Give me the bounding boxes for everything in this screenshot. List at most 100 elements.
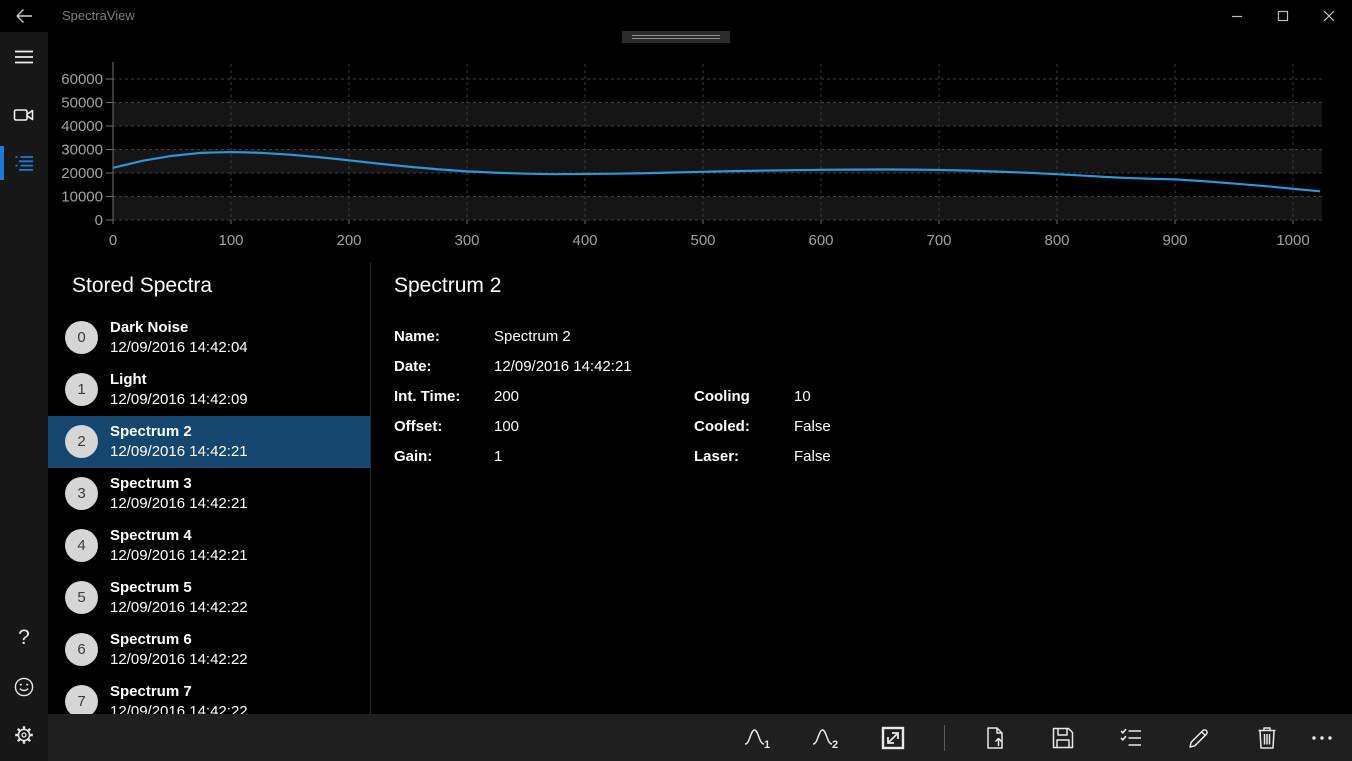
spectra-list-icon [12,151,36,175]
sidebar-item-capture[interactable] [0,91,48,139]
settings-button[interactable] [0,711,48,759]
field-label: Gain: [394,448,433,465]
settings-gear-icon [12,723,36,747]
spectrum-list-item-1[interactable]: 1 Light 12/09/2016 14:42:09 [48,364,370,416]
back-button[interactable] [0,0,48,32]
field-value: 200 [494,388,520,405]
spectrum-list-item-4[interactable]: 4 Spectrum 4 12/09/2016 14:42:21 [48,520,370,572]
detail-row: Date: 12/09/2016 14:42:21 [394,352,1334,382]
item-index-badge: 0 [65,321,98,354]
item-name: Spectrum 5 [110,579,192,596]
svg-text:2: 2 [832,739,838,751]
item-index-badge: 5 [65,581,98,614]
svg-text:30000: 30000 [61,142,103,159]
svg-text:20000: 20000 [61,165,103,182]
help-button[interactable]: ? [0,614,48,662]
minimize-button[interactable] [1214,0,1260,32]
item-name: Spectrum 4 [110,527,192,544]
item-date: 12/09/2016 14:42:22 [110,599,248,616]
spectrum-list-item-5[interactable]: 5 Spectrum 5 12/09/2016 14:42:22 [48,572,370,624]
svg-text:50000: 50000 [61,95,103,112]
select-list-button[interactable] [1107,714,1155,761]
item-name: Dark Noise [110,319,189,336]
save-button[interactable] [1039,714,1087,761]
field-value: 100 [494,418,520,435]
spectrum-list-item-2[interactable]: 2 Spectrum 2 12/09/2016 14:42:21 [48,416,370,468]
svg-text:300: 300 [454,232,479,249]
more-options-button[interactable] [1298,714,1346,761]
svg-text:200: 200 [336,232,361,249]
toolbar-separator [944,724,945,751]
show-spectrum-2-button[interactable]: 2 [801,714,849,761]
item-name: Spectrum 6 [110,631,192,648]
item-name: Spectrum 2 [110,423,192,440]
field-value: 10 [794,388,811,405]
svg-text:500: 500 [690,232,715,249]
svg-text:0: 0 [109,232,117,249]
field-label [694,322,794,352]
splitter-drag-handle[interactable] [622,31,730,43]
field-label: Name: [394,328,440,345]
app-title: SpectraView [62,8,135,23]
item-date: 12/09/2016 14:42:21 [110,495,248,512]
detail-row: Gain: 1 Laser: False [394,442,1334,472]
maximize-button[interactable] [1260,0,1306,32]
stored-spectra-panel: Stored Spectra 0 Dark Noise 12/09/2016 14:… [48,260,370,714]
feedback-button[interactable] [0,663,48,711]
item-index-badge: 2 [65,425,98,458]
show-spectrum-1-button[interactable]: 1 [733,714,781,761]
item-index-badge: 1 [65,373,98,406]
close-icon [1323,10,1335,22]
close-button[interactable] [1306,0,1352,32]
field-label: Offset: [394,418,443,435]
item-name: Spectrum 3 [110,475,192,492]
detail-title: Spectrum 2 [394,274,502,297]
spectrum-list-item-0[interactable]: 0 Dark Noise 12/09/2016 14:42:04 [48,312,370,364]
stored-spectra-list: 0 Dark Noise 12/09/2016 14:42:04 1 Light 12/0… [48,312,370,714]
autoscale-resize-icon [880,725,906,751]
delete-button[interactable] [1243,714,1291,761]
item-index-badge: 6 [65,633,98,666]
field-value: Spectrum 2 [494,328,571,345]
autoscale-button[interactable] [869,714,917,761]
detail-fields: Name: Spectrum 2 Date: 12/09/2016 14:42:21 I… [394,322,1334,472]
detail-row: Int. Time: 200 Cooling 10 [394,382,1334,412]
item-date: 12/09/2016 14:42:22 [110,703,248,714]
item-date: 12/09/2016 14:42:04 [110,339,248,356]
field-label [694,352,794,382]
title-bar: SpectraView [0,0,1352,32]
save-icon [1050,725,1076,751]
video-camera-icon [12,103,36,127]
item-date: 12/09/2016 14:42:22 [110,651,248,668]
hamburger-menu-button[interactable] [0,33,48,81]
svg-text:600: 600 [808,232,833,249]
field-label: Int. Time: [394,388,461,405]
spectrum-2-icon: 2 [811,725,839,751]
field-label: Cooling [694,388,750,405]
svg-text:40000: 40000 [61,118,103,135]
navigation-sidebar: ? [0,32,48,761]
field-value [794,352,994,382]
help-icon: ? [18,626,30,649]
spectrum-detail-panel: Spectrum 2 Name: Spectrum 2 Date: 12/09/201… [394,260,1334,714]
svg-text:700: 700 [926,232,951,249]
spectrum-list-item-3[interactable]: 3 Spectrum 3 12/09/2016 14:42:21 [48,468,370,520]
svg-text:100: 100 [218,232,243,249]
field-label: Cooled: [694,418,750,435]
spectrum-chart: 0 100 200 300 400 500 600 700 800 900 1000 0 10000 20… [48,44,1352,260]
spectrum-list-item-6[interactable]: 6 Spectrum 6 12/09/2016 14:42:22 [48,624,370,676]
svg-text:10000: 10000 [61,189,103,206]
smiley-feedback-icon [12,675,36,699]
selected-indicator [0,146,4,180]
item-date: 12/09/2016 14:42:09 [110,391,248,408]
svg-text:800: 800 [1044,232,1069,249]
field-value: 12/09/2016 14:42:21 [494,358,632,375]
detail-row: Name: Spectrum 2 [394,322,1334,352]
item-date: 12/09/2016 14:42:21 [110,443,248,460]
export-button[interactable] [971,714,1019,761]
sidebar-item-stored-spectra[interactable] [0,139,48,187]
spectrum-list-item-7[interactable]: 7 Spectrum 7 12/09/2016 14:42:22 [48,676,370,714]
delete-trash-icon [1254,725,1280,751]
edit-button[interactable] [1175,714,1223,761]
